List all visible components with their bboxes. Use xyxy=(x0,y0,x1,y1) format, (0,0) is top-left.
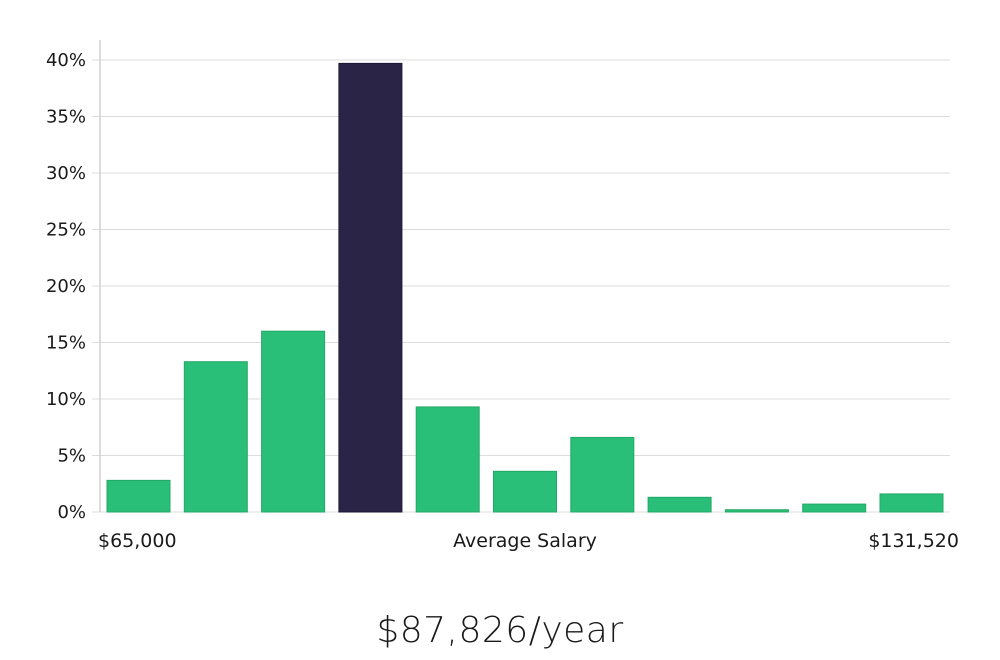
histogram-bar xyxy=(570,436,635,513)
histogram-bar xyxy=(415,406,480,513)
y-tick-label: 10% xyxy=(46,389,86,410)
histogram-bar xyxy=(261,330,326,513)
histogram-bar xyxy=(724,509,789,513)
chart-canvas: 0% 5% 10% 15% 20% 25% 30% 35% 40% $65,000 Averag… xyxy=(46,40,959,552)
x-axis-title: Average Salary xyxy=(453,530,597,552)
histogram-bar xyxy=(493,470,557,513)
y-tick-label: 15% xyxy=(46,333,86,354)
histogram-bar-highlighted xyxy=(338,62,403,513)
histogram-bar xyxy=(647,496,712,513)
y-tick-label: 40% xyxy=(46,50,86,71)
y-tick-label: 20% xyxy=(46,276,86,297)
histogram-bar xyxy=(802,503,867,513)
bar-layer xyxy=(106,62,944,513)
y-axis-ticks: 0% 5% 10% 15% 20% 25% 30% 35% 40% xyxy=(46,50,86,523)
x-axis-min-label: $65,000 xyxy=(98,530,177,552)
histogram-bar xyxy=(106,479,171,513)
y-tick-label: 0% xyxy=(57,502,86,523)
histogram-bar xyxy=(183,361,248,513)
y-tick-label: 5% xyxy=(57,446,86,467)
histogram-bar xyxy=(879,493,944,513)
salary-histogram: 0% 5% 10% 15% 20% 25% 30% 35% 40% $65,000 Averag… xyxy=(46,40,959,552)
average-salary-caption: $87,826/year xyxy=(376,610,624,651)
y-tick-label: 30% xyxy=(46,163,86,184)
x-axis-max-label: $131,520 xyxy=(868,530,959,552)
y-tick-label: 25% xyxy=(46,220,86,241)
y-tick-label: 35% xyxy=(46,107,86,128)
